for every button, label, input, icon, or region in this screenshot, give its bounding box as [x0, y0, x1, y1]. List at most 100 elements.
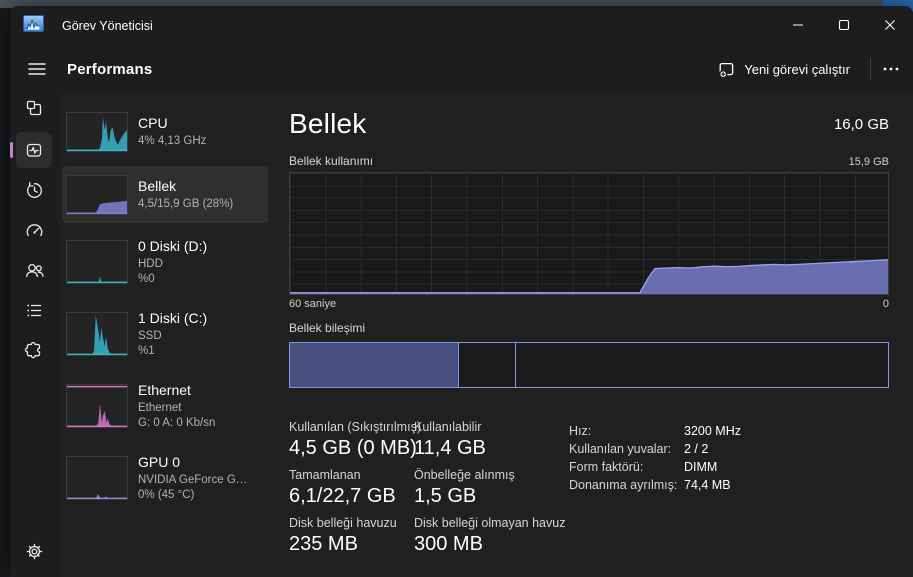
- detail-label: Donanıma ayrılmış:: [569, 478, 678, 492]
- more-options-button[interactable]: [875, 54, 907, 84]
- page-title: Performans: [67, 60, 153, 78]
- minimize-button[interactable]: [775, 6, 821, 44]
- command-bar-separator: [870, 58, 871, 80]
- stat-label: Kullanılabilir: [414, 420, 482, 434]
- sidebar-item-performance[interactable]: [16, 132, 52, 168]
- new-task-icon: [719, 62, 734, 78]
- task-manager-logo-icon: [23, 15, 44, 32]
- stat-value: 6,1/22,7 GB: [289, 485, 396, 507]
- memory-stats: Kullanılan (Sıkıştırılmış) 4,5 GB (0 MB)…: [289, 420, 714, 556]
- device-name: 1 Diski (C:): [138, 310, 208, 327]
- stat-committed: Tamamlanan 6,1/22,7 GB: [289, 468, 414, 508]
- stat-cached: Önbelleğe alınmış 1,5 GB: [414, 468, 714, 508]
- detail-value: 2 / 2: [684, 442, 709, 456]
- disk0-mini-chart: [66, 240, 128, 284]
- memory-composition-bar: [289, 342, 889, 388]
- stat-used: Kullanılan (Sıkıştırılmış) 4,5 GB (0 MB): [289, 420, 421, 460]
- sidebar-item-processes[interactable]: [16, 90, 52, 126]
- usage-chart-max: 15,9 GB: [848, 156, 889, 168]
- desktop-background: [0, 0, 913, 8]
- ellipsis-icon: [883, 67, 899, 71]
- device-list: CPU 4% 4,13 GHz Bellek 4,5/15,9 GB (28%)…: [62, 103, 268, 511]
- stat-value: 11,4 GB: [414, 437, 486, 459]
- startup-apps-icon: [26, 224, 43, 237]
- device-item-ethernet[interactable]: Ethernet Ethernet G: 0 A: 0 Kb/sn: [62, 373, 268, 439]
- detail-label: Kullanılan yuvalar:: [569, 442, 672, 456]
- stat-available: Kullanılabilir 11,4 GB: [414, 420, 714, 460]
- sidebar-item-users[interactable]: [16, 252, 52, 288]
- detail-label: Form faktörü:: [569, 460, 644, 474]
- x-axis-left-label: 60 saniye: [289, 298, 337, 310]
- usage-chart-label: Bellek kullanımı: [289, 154, 374, 168]
- x-axis-right-label: 0: [882, 298, 889, 310]
- device-name: 0 Diski (D:): [138, 238, 208, 255]
- stat-label: Kullanılan (Sıkıştırılmış): [289, 420, 421, 434]
- device-type: NVIDIA GeForce G…: [138, 473, 248, 486]
- device-item-gpu[interactable]: GPU 0 NVIDIA GeForce G… 0% (45 °C): [62, 445, 268, 511]
- selected-accent-pill: [10, 142, 13, 158]
- stat-value: 4,5 GB (0 MB): [289, 437, 417, 459]
- panel-title: Bellek: [289, 108, 367, 139]
- hardware-details: Hız: 3200 MHz Kullanılan yuvalar: 2 / 2 …: [569, 422, 741, 494]
- total-memory: 16,0 GB: [833, 115, 889, 133]
- stat-paged-pool: Disk belleği havuzu 235 MB: [289, 516, 414, 556]
- device-item-disk0[interactable]: 0 Diski (D:) HDD %0: [62, 229, 268, 295]
- run-new-task-button[interactable]: Yeni görevi çalıştır: [707, 54, 860, 84]
- close-icon: [885, 20, 895, 30]
- performance-icon: [26, 143, 42, 157]
- device-item-memory[interactable]: Bellek 4,5/15,9 GB (28%): [62, 166, 268, 223]
- stat-label: Tamamlanan: [289, 468, 361, 482]
- memory-mini-chart: [66, 174, 128, 215]
- stat-label: Disk belleği olmayan havuz: [414, 516, 566, 530]
- command-bar: Performans Yeni görevi çalıştır: [10, 46, 913, 92]
- navigation-menu-button[interactable]: [18, 53, 56, 85]
- sidebar: [10, 86, 58, 577]
- content-card: CPU 4% 4,13 GHz Bellek 4,5/15,9 GB (28%)…: [58, 92, 913, 577]
- titlebar: Görev Yöneticisi: [10, 6, 913, 46]
- device-type: Ethernet: [138, 401, 182, 414]
- maximize-icon: [838, 19, 850, 31]
- stat-value: 235 MB: [289, 533, 358, 555]
- device-name: CPU: [138, 115, 168, 132]
- memory-usage-chart: [289, 172, 889, 295]
- device-stats: 0% (45 °C): [138, 488, 195, 501]
- window-title: Görev Yöneticisi: [62, 19, 153, 33]
- sidebar-item-settings[interactable]: [16, 533, 52, 569]
- memory-detail-panel: Bellek 16,0 GB Bellek kullanımı 15,9 GB …: [289, 102, 889, 555]
- sidebar-item-details[interactable]: [16, 292, 52, 328]
- ethernet-mini-chart: [66, 384, 128, 428]
- processes-icon: [26, 100, 42, 116]
- detail-value: 3200 MHz: [684, 424, 741, 438]
- sidebar-item-startup-apps[interactable]: [16, 212, 52, 248]
- close-button[interactable]: [867, 6, 913, 44]
- hamburger-menu-icon: [28, 63, 46, 75]
- stat-label: Disk belleği havuzu: [289, 516, 397, 530]
- device-stats: 4,5/15,9 GB (28%): [138, 197, 234, 210]
- app-history-icon: [27, 181, 42, 198]
- composition-segment-standby: [459, 343, 517, 387]
- minimize-icon: [793, 24, 803, 26]
- detail-value: DIMM: [684, 460, 718, 474]
- composition-segment-free: [516, 343, 888, 387]
- details-icon: [27, 304, 42, 317]
- device-stats: %1: [138, 344, 155, 357]
- composition-segment-in-use: [290, 343, 460, 387]
- run-new-task-label: Yeni görevi çalıştır: [744, 61, 850, 77]
- detail-hardware-reserved: Donanıma ayrılmış: 74,4 MB: [569, 476, 741, 494]
- device-item-cpu[interactable]: CPU 4% 4,13 GHz: [62, 103, 268, 160]
- cpu-mini-chart: [66, 111, 128, 152]
- detail-value: 74,4 MB: [684, 478, 731, 492]
- stat-value: 300 MB: [414, 533, 483, 555]
- device-type: SSD: [138, 329, 162, 342]
- device-type: HDD: [138, 257, 163, 270]
- composition-label: Bellek bileşimi: [289, 321, 366, 335]
- sidebar-item-app-history[interactable]: [16, 172, 52, 208]
- device-item-disk1[interactable]: 1 Diski (C:) SSD %1: [62, 301, 268, 367]
- maximize-button[interactable]: [821, 6, 867, 44]
- device-stats: 4% 4,13 GHz: [138, 134, 207, 147]
- sidebar-item-services[interactable]: [16, 332, 52, 368]
- stat-non-paged-pool: Disk belleği olmayan havuz 300 MB: [414, 516, 714, 556]
- device-stats: G: 0 A: 0 Kb/sn: [138, 416, 216, 429]
- detail-speed: Hız: 3200 MHz: [569, 422, 741, 440]
- device-name: GPU 0: [138, 454, 181, 471]
